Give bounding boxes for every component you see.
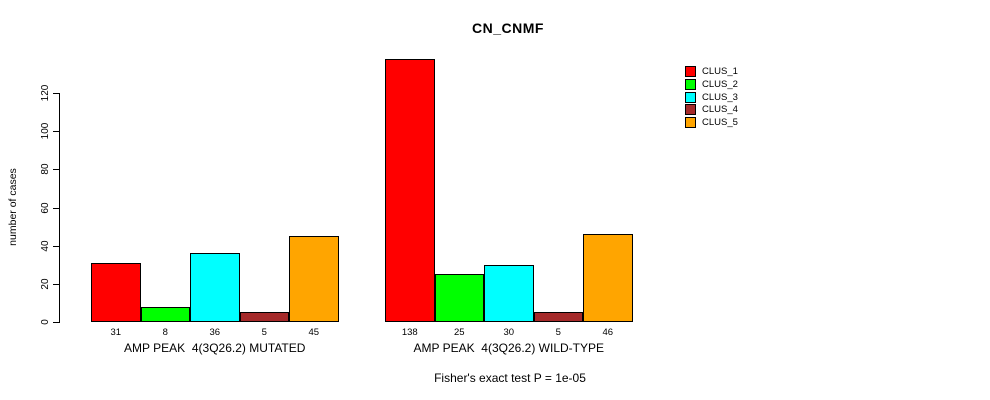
legend-label: CLUS_1 <box>702 66 738 77</box>
bar-value-label: 138 <box>401 327 418 338</box>
y-axis-tick-label: 120 <box>40 84 51 102</box>
legend-swatch <box>685 78 696 90</box>
y-axis-tick-label: 60 <box>40 201 51 214</box>
y-axis-label: number of cases <box>7 168 19 246</box>
bar-value-label: 31 <box>110 327 122 338</box>
y-axis-tick <box>53 207 59 209</box>
bar <box>289 236 339 322</box>
bar-value-label: 45 <box>308 327 320 338</box>
bar <box>484 264 534 322</box>
bar <box>190 253 240 322</box>
y-axis-tick-label: 40 <box>40 240 51 252</box>
bar-value-label: 46 <box>602 327 614 338</box>
y-axis-tick-label: 100 <box>40 122 51 140</box>
bar-value-label: 30 <box>503 327 515 338</box>
y-axis-tick <box>53 322 59 323</box>
legend-swatch <box>685 117 696 128</box>
legend-label: CLUS_5 <box>702 117 738 128</box>
y-axis-tick <box>53 131 59 133</box>
footnote: Fisher's exact test P = 1e-05 <box>434 371 586 385</box>
bar <box>385 58 435 322</box>
y-axis-tick <box>53 283 59 285</box>
y-axis-tick-label: 0 <box>40 319 51 325</box>
bar-value-label: 5 <box>555 327 561 338</box>
y-axis-tick <box>53 93 59 94</box>
bar-value-label: 8 <box>162 327 168 338</box>
y-axis-tick <box>53 169 59 171</box>
bar <box>533 312 583 322</box>
bar-value-label: 36 <box>209 327 221 338</box>
bar <box>239 312 289 322</box>
legend-label: CLUS_4 <box>702 104 738 116</box>
legend-swatch <box>685 104 696 116</box>
bar-value-label: 25 <box>453 327 465 338</box>
group-label: AMP PEAK 4(3Q26.2) WILD-TYPE <box>413 341 604 355</box>
y-axis-tick-label: 20 <box>40 278 51 290</box>
chart-title: CN_CNMF <box>472 20 544 36</box>
y-axis-line <box>59 93 60 323</box>
bar <box>140 306 190 322</box>
bar-value-label: 5 <box>261 327 267 338</box>
legend-label: CLUS_2 <box>702 78 738 90</box>
y-axis-tick <box>53 245 59 247</box>
bar <box>583 234 633 322</box>
group-label: AMP PEAK 4(3Q26.2) MUTATED <box>124 341 306 355</box>
bar <box>434 274 484 322</box>
legend-label: CLUS_3 <box>702 91 738 103</box>
legend-swatch <box>685 91 696 103</box>
y-axis-tick-label: 80 <box>40 163 51 175</box>
bar <box>91 262 141 322</box>
legend-swatch <box>685 66 696 77</box>
